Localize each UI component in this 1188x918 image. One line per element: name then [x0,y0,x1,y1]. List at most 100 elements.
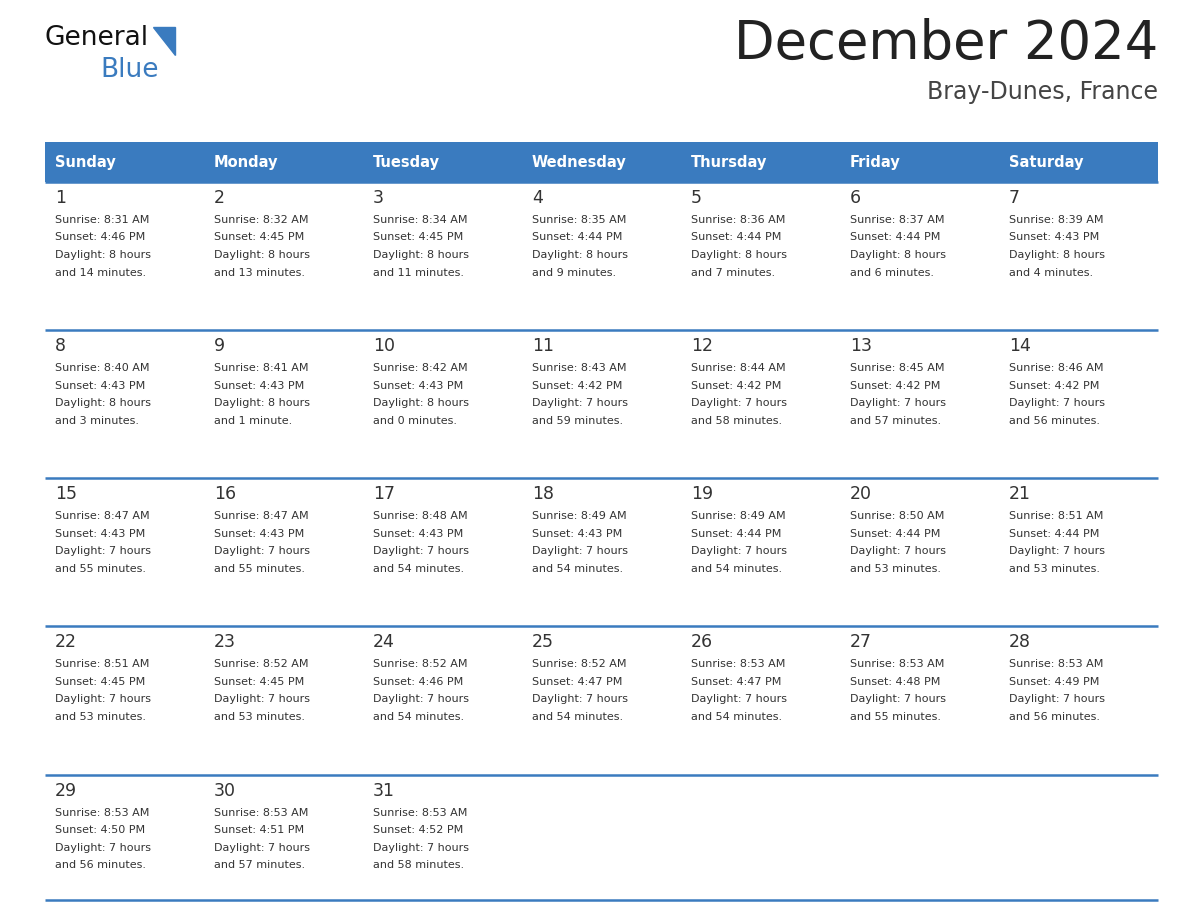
Text: and 58 minutes.: and 58 minutes. [691,416,782,426]
Text: Thursday: Thursday [691,154,767,170]
Polygon shape [153,27,175,55]
Bar [204,142,364,182]
Bar [45,478,204,626]
Text: Sunset: 4:42 PM: Sunset: 4:42 PM [1009,381,1099,391]
Bar [45,330,204,478]
Text: 29: 29 [55,781,77,800]
Text: Sunrise: 8:39 AM: Sunrise: 8:39 AM [1009,215,1104,225]
Bar [364,330,522,478]
Text: Monday: Monday [214,154,278,170]
Text: Daylight: 7 hours: Daylight: 7 hours [1009,398,1105,409]
Text: Sunset: 4:44 PM: Sunset: 4:44 PM [532,232,623,242]
Text: Sunset: 4:45 PM: Sunset: 4:45 PM [214,232,304,242]
Text: Sunrise: 8:53 AM: Sunrise: 8:53 AM [691,659,785,669]
Bar [999,626,1158,775]
Text: 2: 2 [214,189,225,207]
Text: and 55 minutes.: and 55 minutes. [214,564,305,574]
Text: and 13 minutes.: and 13 minutes. [214,267,305,277]
Text: 9: 9 [214,337,225,355]
Text: 31: 31 [373,781,394,800]
Text: Daylight: 7 hours: Daylight: 7 hours [214,843,310,853]
Text: Sunrise: 8:34 AM: Sunrise: 8:34 AM [373,215,468,225]
Bar [522,626,681,775]
Text: Sunrise: 8:43 AM: Sunrise: 8:43 AM [532,364,626,373]
Bar [364,142,522,182]
Bar [522,182,681,330]
Text: Daylight: 7 hours: Daylight: 7 hours [691,695,786,704]
Text: Daylight: 7 hours: Daylight: 7 hours [691,398,786,409]
Text: Sunset: 4:43 PM: Sunset: 4:43 PM [55,529,145,539]
Text: Daylight: 7 hours: Daylight: 7 hours [55,843,151,853]
Text: and 57 minutes.: and 57 minutes. [849,416,941,426]
Text: Daylight: 8 hours: Daylight: 8 hours [532,250,628,260]
Text: General: General [45,25,150,51]
Bar [45,142,204,182]
Bar [522,775,681,900]
Text: Sunrise: 8:37 AM: Sunrise: 8:37 AM [849,215,944,225]
Text: Sunrise: 8:52 AM: Sunrise: 8:52 AM [214,659,309,669]
Text: and 54 minutes.: and 54 minutes. [691,712,782,722]
Text: Sunset: 4:42 PM: Sunset: 4:42 PM [849,381,941,391]
Text: and 54 minutes.: and 54 minutes. [373,712,465,722]
Text: Sunset: 4:47 PM: Sunset: 4:47 PM [691,677,782,687]
Bar [840,330,999,478]
Text: Sunset: 4:43 PM: Sunset: 4:43 PM [214,529,304,539]
Text: Sunset: 4:51 PM: Sunset: 4:51 PM [214,825,304,835]
Text: Sunrise: 8:42 AM: Sunrise: 8:42 AM [373,364,468,373]
Text: Daylight: 7 hours: Daylight: 7 hours [214,695,310,704]
Bar [204,330,364,478]
Text: Daylight: 7 hours: Daylight: 7 hours [373,546,469,556]
Bar [45,775,204,900]
Text: Daylight: 8 hours: Daylight: 8 hours [55,398,151,409]
Text: Sunrise: 8:53 AM: Sunrise: 8:53 AM [214,808,309,818]
Text: Sunrise: 8:36 AM: Sunrise: 8:36 AM [691,215,785,225]
Text: 18: 18 [532,486,554,503]
Bar [204,626,364,775]
Text: and 56 minutes.: and 56 minutes. [1009,416,1100,426]
Text: Sunset: 4:47 PM: Sunset: 4:47 PM [532,677,623,687]
Text: Daylight: 7 hours: Daylight: 7 hours [214,546,310,556]
Text: and 7 minutes.: and 7 minutes. [691,267,775,277]
Text: Friday: Friday [849,154,901,170]
Text: and 14 minutes.: and 14 minutes. [55,267,146,277]
Text: Daylight: 7 hours: Daylight: 7 hours [373,843,469,853]
Text: and 11 minutes.: and 11 minutes. [373,267,465,277]
Text: Daylight: 8 hours: Daylight: 8 hours [1009,250,1105,260]
Text: Sunset: 4:42 PM: Sunset: 4:42 PM [532,381,623,391]
Text: 21: 21 [1009,486,1031,503]
Text: 26: 26 [691,633,713,652]
Text: December 2024: December 2024 [734,18,1158,70]
Text: Sunset: 4:43 PM: Sunset: 4:43 PM [55,381,145,391]
Text: Sunrise: 8:47 AM: Sunrise: 8:47 AM [55,511,150,521]
Text: Sunrise: 8:41 AM: Sunrise: 8:41 AM [214,364,309,373]
Text: Sunrise: 8:53 AM: Sunrise: 8:53 AM [849,659,944,669]
Bar [364,182,522,330]
Text: 6: 6 [849,189,861,207]
Text: Daylight: 8 hours: Daylight: 8 hours [691,250,786,260]
Bar [840,775,999,900]
Bar [840,182,999,330]
Text: Daylight: 7 hours: Daylight: 7 hours [55,695,151,704]
Bar [522,478,681,626]
Bar [522,330,681,478]
Text: and 0 minutes.: and 0 minutes. [373,416,457,426]
Bar [681,182,840,330]
Text: Sunset: 4:48 PM: Sunset: 4:48 PM [849,677,941,687]
Text: Sunrise: 8:49 AM: Sunrise: 8:49 AM [691,511,785,521]
Text: Sunset: 4:50 PM: Sunset: 4:50 PM [55,825,145,835]
Bar [45,182,204,330]
Text: and 3 minutes.: and 3 minutes. [55,416,139,426]
Text: Sunset: 4:43 PM: Sunset: 4:43 PM [214,381,304,391]
Text: and 54 minutes.: and 54 minutes. [532,564,624,574]
Text: Sunrise: 8:51 AM: Sunrise: 8:51 AM [55,659,150,669]
Text: 17: 17 [373,486,394,503]
Text: 1: 1 [55,189,67,207]
Text: Daylight: 7 hours: Daylight: 7 hours [532,546,628,556]
Text: Sunrise: 8:44 AM: Sunrise: 8:44 AM [691,364,785,373]
Bar [204,478,364,626]
Text: and 53 minutes.: and 53 minutes. [55,712,146,722]
Text: Sunset: 4:43 PM: Sunset: 4:43 PM [1009,232,1099,242]
Text: Sunset: 4:44 PM: Sunset: 4:44 PM [691,232,782,242]
Bar [522,142,681,182]
Text: Saturday: Saturday [1009,154,1083,170]
